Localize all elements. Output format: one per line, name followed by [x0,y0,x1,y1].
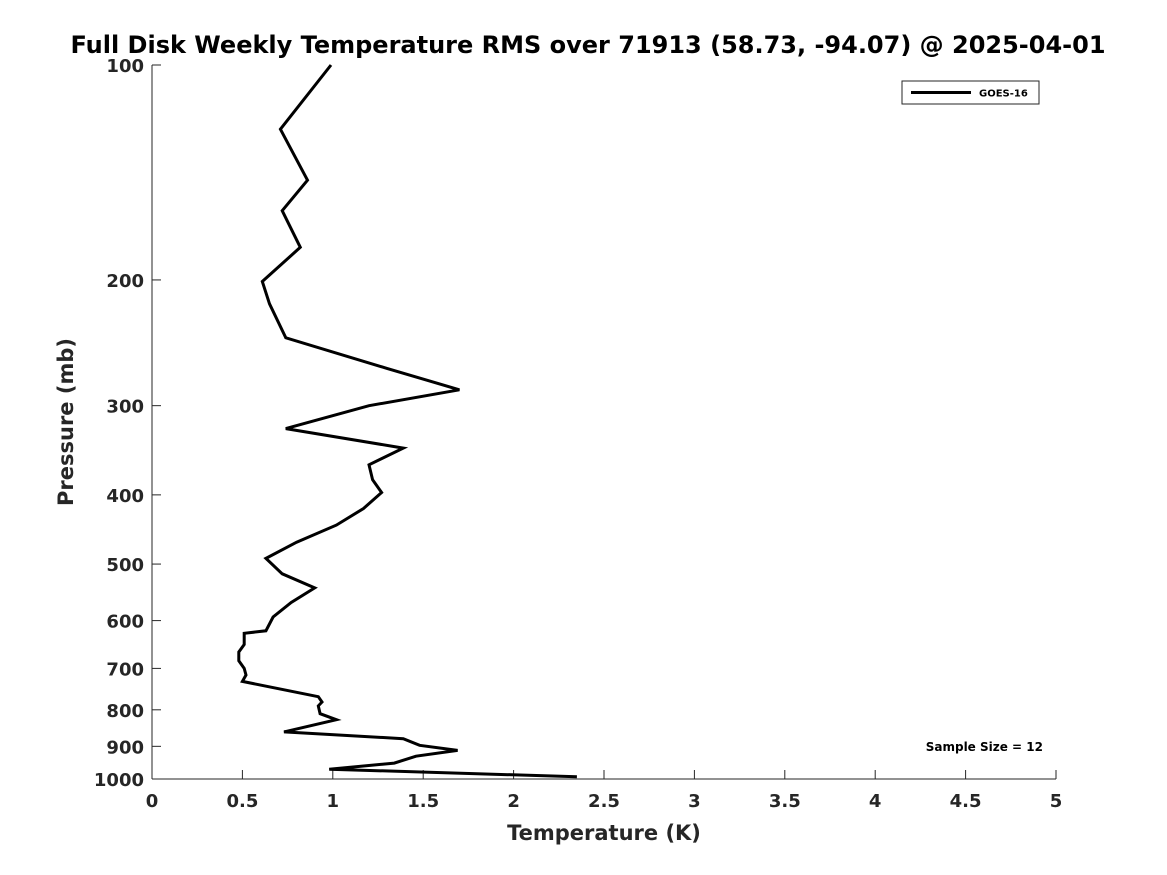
y-tick-label: 300 [106,397,144,418]
x-tick-label: 0 [146,791,159,812]
y-tick-label: 800 [106,701,144,722]
series-line-goes-16 [237,64,577,779]
x-tick-label: 2.5 [588,791,620,812]
plot-area [152,65,1056,779]
x-tick-label: 3 [688,791,701,812]
y-tick-label: 1000 [94,770,144,791]
sample-size-annotation: Sample Size = 12 [926,740,1043,754]
x-tick-label: 5 [1050,791,1063,812]
y-tick-label: 100 [106,56,144,77]
x-tick-label: 4 [869,791,882,812]
x-tick-label: 1.5 [407,791,439,812]
x-tick-label: 3.5 [769,791,801,812]
x-tick-label: 0.5 [226,791,258,812]
x-tick-label: 1 [327,791,340,812]
y-tick-label: 200 [106,271,144,292]
y-axis-label: Pressure (mb) [54,338,78,506]
chart-title: Full Disk Weekly Temperature RMS over 71… [70,31,1105,59]
x-tick-label: 2 [507,791,520,812]
y-tick-label: 700 [106,659,144,680]
x-axis-label: Temperature (K) [507,821,701,845]
y-axis-ticks: 100 200 300 400 500 600 700 800 900 1000 [94,56,161,791]
y-tick-label: 400 [106,486,144,507]
legend-entry-label: GOES-16 [979,89,1028,100]
legend: GOES-16 [901,80,1040,105]
x-axis-ticks: 0 0.5 1 1.5 2 2.5 3 3.5 4 4.5 5 [146,770,1063,812]
y-tick-label: 600 [106,612,144,633]
y-tick-label: 500 [106,555,144,576]
y-tick-label: 900 [106,737,144,758]
x-tick-label: 4.5 [950,791,982,812]
series-layer [237,64,577,779]
